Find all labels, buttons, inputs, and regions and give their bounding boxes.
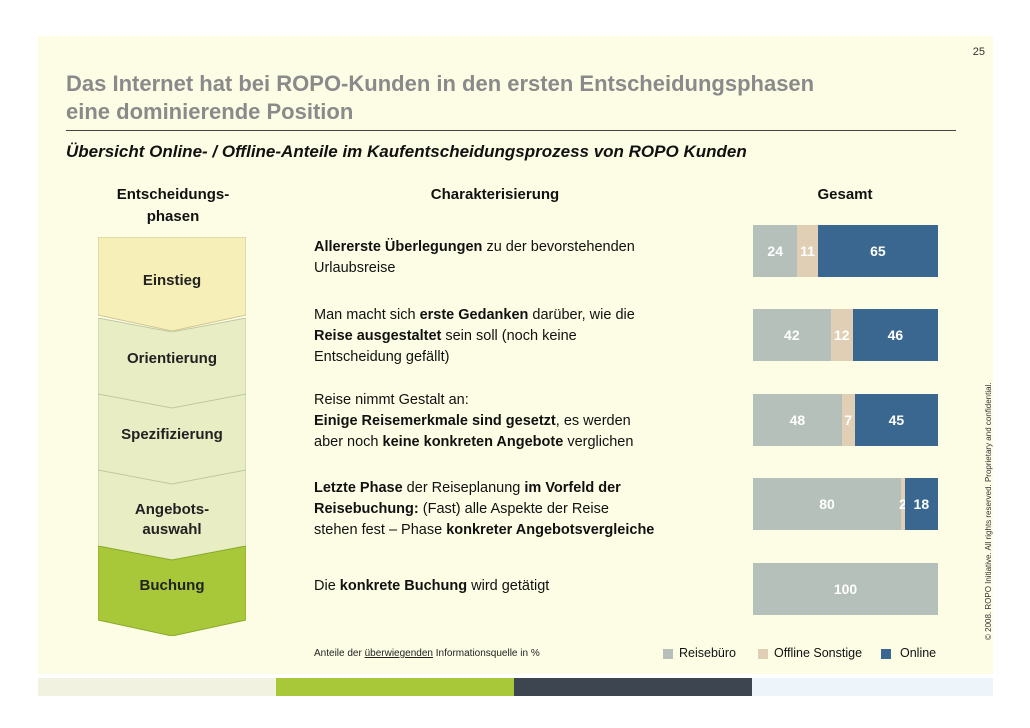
phases-header-line-1: Entscheidungs- bbox=[116, 186, 230, 203]
description-einstieg: Allererste Überlegungen zu der bevorsteh… bbox=[314, 237, 734, 279]
phase-buchung-shape bbox=[98, 546, 246, 636]
phases-header-line-2: phasen bbox=[146, 208, 200, 225]
desc-text: im Vorfeld der bbox=[524, 480, 621, 496]
desc-text: Reisebuchung: bbox=[314, 501, 419, 517]
phases-header: Entscheidungs- phasen bbox=[98, 184, 248, 228]
desc-text: (Fast) alle Aspekte der Reise bbox=[418, 501, 609, 517]
total-header: Gesamt bbox=[817, 186, 873, 203]
bar-segment-online bbox=[854, 394, 938, 446]
footer-strip-green bbox=[276, 678, 514, 696]
desc-text: Reise ausgestaltet bbox=[314, 328, 442, 344]
slide-title: Das Internet hat bei ROPO-Kunden in den … bbox=[66, 70, 946, 126]
phase-spezifizierung-label: Spezifizierung bbox=[121, 426, 223, 443]
phase-einstieg-shape bbox=[98, 237, 246, 331]
description-angebotsauswahl: Letzte Phase der Reiseplanung im Vorfeld… bbox=[314, 478, 734, 541]
footer-strip-light bbox=[752, 678, 993, 696]
bar-value-label: 12 bbox=[833, 327, 850, 343]
desc-text: verglichen bbox=[563, 434, 634, 450]
desc-text: keine konkreten Angebote bbox=[382, 434, 564, 450]
legend-swatch-online bbox=[881, 649, 891, 659]
title-divider bbox=[66, 130, 956, 131]
bar-value-label: 45 bbox=[888, 412, 905, 428]
desc-text: sein soll (noch keine bbox=[441, 328, 577, 344]
legend-swatch-reisebuero bbox=[663, 649, 673, 659]
bar-segment-online bbox=[817, 225, 938, 277]
footnote: Anteile der überwiegenden Informationsqu… bbox=[314, 648, 540, 659]
characterization-header: Charakterisierung bbox=[430, 186, 560, 203]
legend-label-online: Online bbox=[900, 646, 937, 660]
bar-value-label: 2 bbox=[898, 496, 907, 512]
desc-text: Einige Reisemerkmale sind gesetzt bbox=[314, 413, 556, 429]
bar-segment-reisebuero bbox=[753, 225, 798, 277]
desc-text: wird getätigt bbox=[467, 578, 550, 594]
desc-text: zu der bevorstehenden bbox=[482, 239, 635, 255]
title-line-1: Das Internet hat bei ROPO-Kunden in den … bbox=[66, 71, 815, 96]
legend-label-offline: Offline Sonstige bbox=[774, 646, 863, 660]
phase-orientierung-label: Orientierung bbox=[126, 350, 217, 367]
bar-value-label: 100 bbox=[833, 581, 858, 597]
copyright-notice: © 2008. ROPO Initiative. All rights rese… bbox=[984, 382, 993, 640]
bar-value-label: 46 bbox=[887, 327, 904, 343]
page-number: 25 bbox=[972, 46, 985, 58]
description-orientierung: Man macht sich erste Gedanken darüber, w… bbox=[314, 305, 734, 368]
desc-text: , es werden bbox=[555, 413, 631, 429]
bar-value-label: 48 bbox=[789, 412, 806, 428]
footer-strip-navy bbox=[514, 678, 752, 696]
legend-swatch-offline bbox=[758, 649, 768, 659]
phase-angebotsauswahl: Angebots- auswahl bbox=[98, 470, 246, 562]
legend-label-reisebuero: Reisebüro bbox=[679, 646, 736, 660]
phase-buchung: Buchung bbox=[98, 546, 246, 636]
desc-text: Urlaubsreise bbox=[314, 260, 396, 276]
bar-value-label: 24 bbox=[767, 243, 783, 259]
bar-value-label: 65 bbox=[870, 243, 886, 259]
phase-spezifizierung-shape bbox=[98, 394, 246, 486]
phase-orientierung-shape bbox=[98, 318, 246, 410]
desc-text: Letzte Phase bbox=[314, 480, 403, 496]
desc-text: stehen fest – Phase bbox=[314, 522, 447, 538]
bar-segment-reisebuero bbox=[753, 478, 901, 530]
footnote-text: Informationsquelle in % bbox=[432, 648, 540, 659]
desc-text: Entscheidung gefällt) bbox=[314, 349, 450, 365]
phase-einstieg-label: Einstieg bbox=[142, 272, 202, 289]
bar-value-label: 80 bbox=[819, 496, 835, 512]
bar-segment-offline-sonstige bbox=[901, 478, 905, 530]
phase-angebotsauswahl-shape bbox=[98, 470, 246, 562]
desc-text: Die bbox=[314, 578, 340, 594]
phase-angebotsauswahl-label-1: Angebots- bbox=[134, 501, 210, 518]
phase-einstieg: Einstieg bbox=[98, 237, 246, 331]
bar-value-label: 18 bbox=[913, 496, 930, 512]
bar-segment-reisebuero bbox=[753, 394, 842, 446]
phase-angebotsauswahl-label-2: auswahl bbox=[142, 521, 202, 538]
desc-text: konkrete Buchung bbox=[339, 578, 468, 594]
bar-segment-offline-sonstige bbox=[797, 225, 818, 277]
phase-orientierung: Orientierung bbox=[98, 318, 246, 410]
desc-text: der Reiseplanung bbox=[402, 480, 525, 496]
desc-text: Man macht sich bbox=[314, 307, 420, 323]
bar-segment-reisebuero bbox=[753, 309, 831, 361]
slide-subtitle: Übersicht Online- / Offline-Anteile im K… bbox=[66, 142, 747, 161]
bar-value-label: 42 bbox=[784, 327, 800, 343]
desc-text: Allererste Überlegungen bbox=[314, 239, 483, 255]
desc-text: Reise nimmt Gestalt an: bbox=[314, 392, 469, 408]
description-buchung: Die konkrete Buchung wird getätigt bbox=[314, 576, 734, 597]
bar-segment-offline-sonstige bbox=[841, 394, 855, 446]
footnote-text: Anteile der bbox=[314, 648, 365, 659]
bar-segment-online bbox=[852, 309, 938, 361]
footnote-underlined: überwiegenden bbox=[364, 648, 433, 659]
desc-text: darüber, wie die bbox=[528, 307, 635, 323]
bar-value-label: 7 bbox=[844, 412, 853, 428]
phase-buchung-label: Buchung bbox=[139, 577, 205, 594]
title-line-2: eine dominierende Position bbox=[66, 99, 354, 124]
desc-text: aber noch bbox=[314, 434, 383, 450]
footer-strip-cream bbox=[38, 678, 276, 696]
phase-spezifizierung: Spezifizierung bbox=[98, 394, 246, 486]
desc-text: konkreter Angebotsvergleiche bbox=[446, 522, 655, 538]
bar-value-label: 11 bbox=[800, 243, 815, 259]
description-spezifizierung: Reise nimmt Gestalt an: Einige Reisemerk… bbox=[314, 390, 734, 453]
desc-text: erste Gedanken bbox=[419, 307, 529, 323]
bar-segment-reisebuero bbox=[753, 563, 938, 615]
bar-segment-offline-sonstige bbox=[830, 309, 853, 361]
bar-segment-online bbox=[904, 478, 938, 530]
